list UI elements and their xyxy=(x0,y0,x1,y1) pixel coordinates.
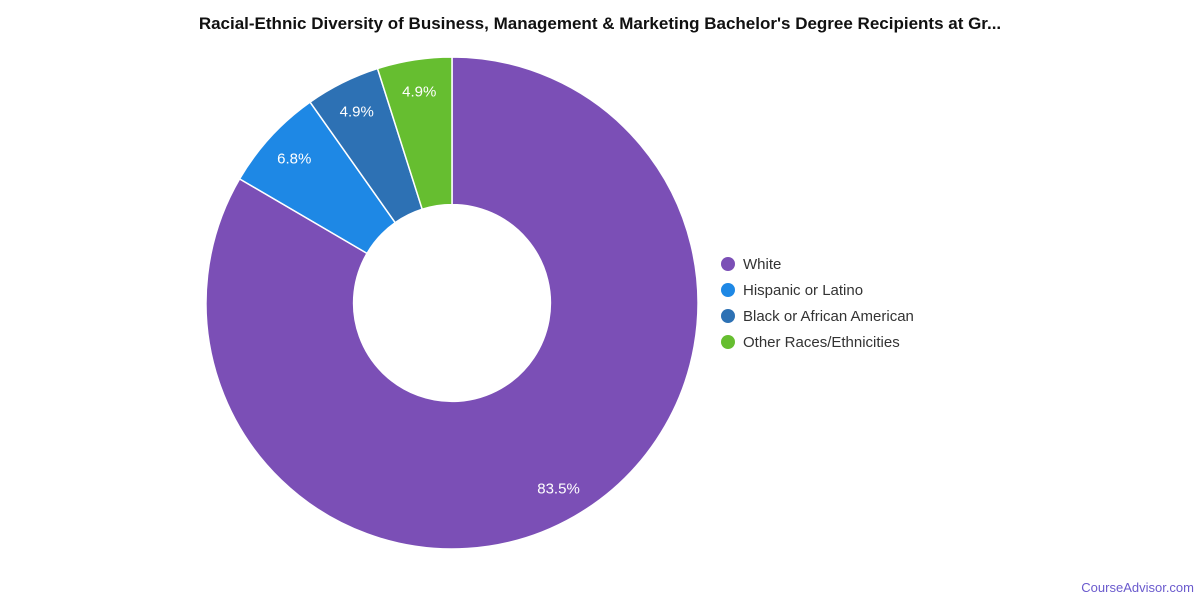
legend-swatch-other-races-ethnicities xyxy=(721,335,735,349)
legend-item-white[interactable]: White xyxy=(721,251,914,277)
legend-label: Black or African American xyxy=(743,307,914,325)
legend: White Hispanic or Latino Black or Africa… xyxy=(721,251,914,355)
legend-item-hispanic-or-latino[interactable]: Hispanic or Latino xyxy=(721,277,914,303)
legend-swatch-white xyxy=(721,257,735,271)
slice-value-label-black-or-african-american: 4.9% xyxy=(340,103,374,120)
legend-label: Other Races/Ethnicities xyxy=(743,333,900,351)
chart-title: Racial-Ethnic Diversity of Business, Man… xyxy=(198,14,1002,33)
legend-swatch-hispanic-or-latino xyxy=(721,283,735,297)
slice-value-label-other-races-ethnicities: 4.9% xyxy=(402,84,436,101)
donut-chart: 83.5% 6.8% 4.9% 4.9% xyxy=(205,56,699,550)
watermark-link[interactable]: CourseAdvisor.com xyxy=(1081,580,1194,595)
legend-item-other-races-ethnicities[interactable]: Other Races/Ethnicities xyxy=(721,329,914,355)
legend-item-black-or-african-american[interactable]: Black or African American xyxy=(721,303,914,329)
slice-value-label-white: 83.5% xyxy=(537,481,580,498)
legend-swatch-black-or-african-american xyxy=(721,309,735,323)
pie-slice-other-races-ethnicities[interactable] xyxy=(376,56,453,211)
legend-label: Hispanic or Latino xyxy=(743,281,864,299)
slice-value-label-hispanic-or-latino: 6.8% xyxy=(277,150,311,167)
pie-slice-white[interactable] xyxy=(205,56,699,550)
legend-label: White xyxy=(743,255,782,273)
